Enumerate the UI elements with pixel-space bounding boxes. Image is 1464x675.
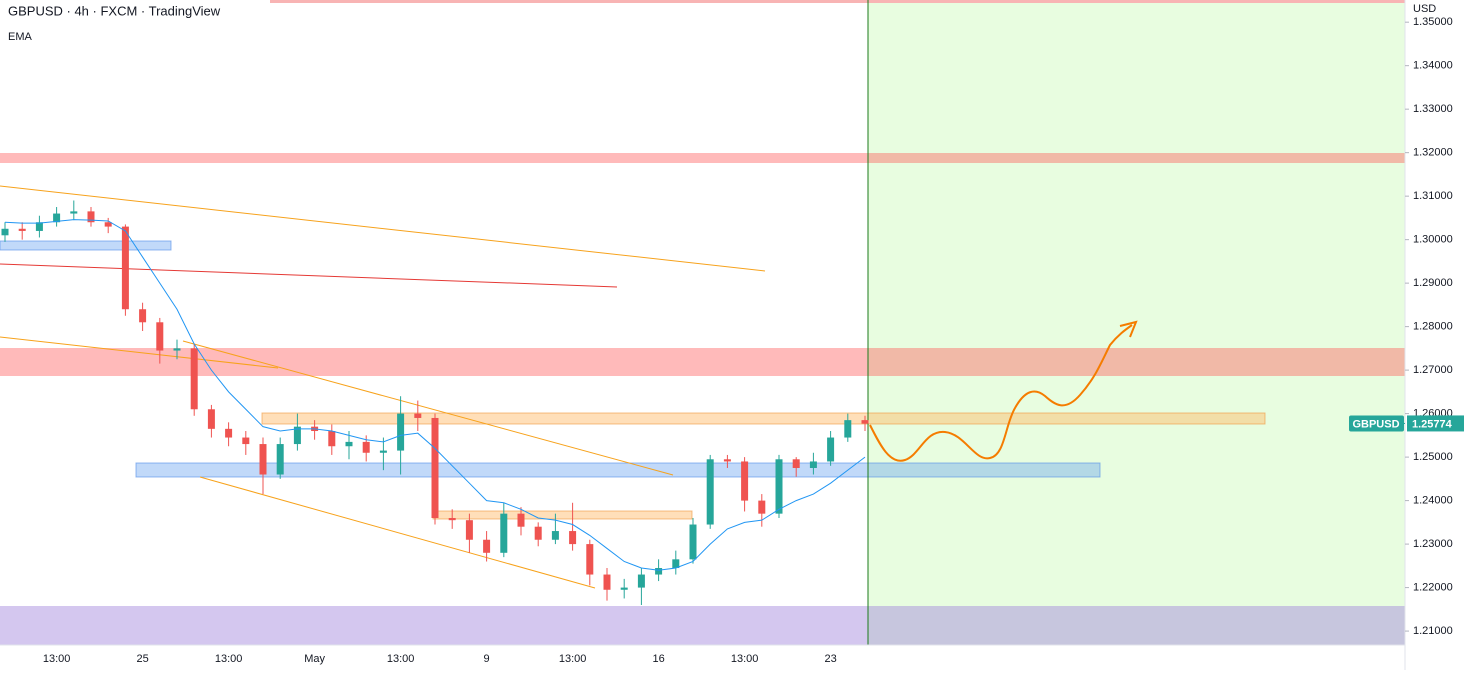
x-tick-label: 13:00 <box>43 653 71 665</box>
y-tick-label: 1.30000 <box>1413 234 1453 246</box>
x-tick-label: 16 <box>652 653 664 665</box>
supply-zone <box>261 412 1266 425</box>
candle-body <box>741 461 749 501</box>
candle-body <box>689 524 697 560</box>
candle-body <box>465 520 473 540</box>
candle-body <box>792 459 800 468</box>
candle-body <box>844 420 852 438</box>
currency-label: USD <box>1413 3 1436 15</box>
candle-body <box>620 587 628 590</box>
candle-body <box>397 413 405 451</box>
candle-body <box>414 413 422 418</box>
candle-body <box>225 428 233 438</box>
x-tick-label: 13:00 <box>559 653 587 665</box>
demand-zone <box>135 462 1101 478</box>
y-tick-label: 1.35000 <box>1413 16 1453 28</box>
candle-body <box>242 437 250 445</box>
trend-line <box>199 476 596 589</box>
y-tick-label: 1.28000 <box>1413 321 1453 333</box>
candle-body <box>18 228 26 231</box>
x-tick-label: 13:00 <box>215 653 243 665</box>
candle-body <box>517 513 525 527</box>
projection-arrow <box>1119 320 1138 338</box>
candle-body <box>500 513 508 553</box>
y-tick-label: 1.24000 <box>1413 495 1453 507</box>
candle-body <box>156 322 164 351</box>
candle-body <box>448 518 456 521</box>
symbol-badge <box>1349 415 1404 432</box>
candle-body <box>775 459 783 514</box>
y-tick-label: 1.31000 <box>1413 190 1453 202</box>
indicator-label: EMA <box>8 31 33 43</box>
candle-body <box>345 441 353 447</box>
x-tick-label: 9 <box>484 653 490 665</box>
candle-body <box>586 544 594 575</box>
candle-body <box>70 211 78 214</box>
y-tick-label: 1.34000 <box>1413 60 1453 72</box>
x-tick-label: 13:00 <box>731 653 759 665</box>
demand-zone <box>0 240 172 251</box>
ema-line <box>4 219 866 571</box>
candle-body <box>328 431 336 447</box>
zone <box>270 0 1405 3</box>
y-tick-label: 1.23000 <box>1413 538 1453 550</box>
candle-body <box>53 213 61 223</box>
candle-body <box>207 409 215 429</box>
trend-line <box>0 336 279 369</box>
candle-body <box>483 539 491 553</box>
candle-body <box>173 348 181 351</box>
candle-body <box>861 420 869 424</box>
x-tick-label: 23 <box>824 653 836 665</box>
x-tick-label: 25 <box>136 653 148 665</box>
candle-body <box>276 444 284 475</box>
y-tick-label: 1.21000 <box>1413 625 1453 637</box>
candle-body <box>534 526 542 540</box>
trend-line <box>0 185 766 272</box>
candle-body <box>809 461 817 468</box>
candle-body <box>706 459 714 525</box>
symbol-badge-label: GBPUSD <box>1352 418 1399 430</box>
candle-body <box>672 559 680 569</box>
y-tick-label: 1.27000 <box>1413 364 1453 376</box>
candle-body <box>431 417 439 519</box>
candle-body <box>139 309 147 323</box>
candle-body <box>1 228 9 236</box>
candle-body <box>87 211 95 223</box>
y-tick-label: 1.25000 <box>1413 451 1453 463</box>
candle-body <box>104 222 112 227</box>
candle-body <box>379 450 387 453</box>
y-tick-label: 1.29000 <box>1413 277 1453 289</box>
last-price-badge <box>1407 415 1464 432</box>
supply-zone <box>432 510 693 520</box>
candle-body <box>362 441 370 453</box>
candle-body <box>723 459 731 462</box>
y-tick-label: 1.32000 <box>1413 147 1453 159</box>
candle-body <box>655 568 663 575</box>
candle-body <box>35 222 43 231</box>
trend-line <box>0 263 618 288</box>
projection-path <box>869 324 1133 462</box>
chart-title: GBPUSD · 4h · FXCM · TradingView <box>8 3 221 18</box>
candle-body <box>758 500 766 514</box>
candle-body <box>293 426 301 445</box>
candle-body <box>121 226 129 310</box>
trend-line <box>182 340 674 476</box>
resistance-zone <box>0 153 1405 163</box>
last-price-label: 1.25774 <box>1412 418 1453 430</box>
candle-body <box>603 574 611 590</box>
x-tick-label: 13:00 <box>387 653 415 665</box>
candle-body <box>569 531 577 545</box>
candle-body <box>827 437 835 462</box>
resistance-zone <box>0 348 1405 376</box>
candle-body <box>259 444 267 475</box>
candle-body <box>551 531 559 540</box>
support-zone <box>0 606 1405 645</box>
y-tick-label: 1.22000 <box>1413 581 1453 593</box>
x-tick-label: May <box>304 653 325 665</box>
candle-body <box>637 574 645 588</box>
candle-body <box>190 348 198 410</box>
y-tick-label: 1.33000 <box>1413 103 1453 115</box>
marks <box>1 200 869 605</box>
